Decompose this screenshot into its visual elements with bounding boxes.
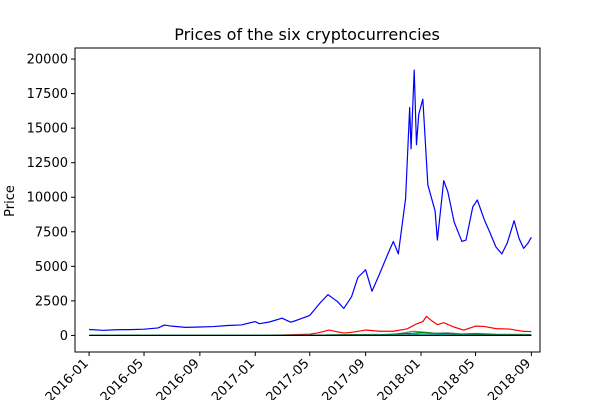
plot-frame <box>74 47 541 353</box>
y-tick-label: 12500 <box>27 156 68 171</box>
y-tick-label: 0 <box>60 329 68 344</box>
y-tick-label: 2500 <box>35 294 68 309</box>
y-tick-label: 5000 <box>35 260 68 275</box>
series-line-2 <box>89 315 532 336</box>
chart-title: Prices of the six cryptocurrencies <box>174 25 440 44</box>
y-tick-label: 7500 <box>35 225 68 240</box>
series-line-1 <box>89 69 532 331</box>
y-axis-label: Price <box>3 185 18 217</box>
y-tick-label: 15000 <box>27 122 68 137</box>
y-tick-label: 20000 <box>27 53 68 68</box>
y-tick-label: 10000 <box>27 191 68 206</box>
y-tick-label: 17500 <box>27 87 68 102</box>
